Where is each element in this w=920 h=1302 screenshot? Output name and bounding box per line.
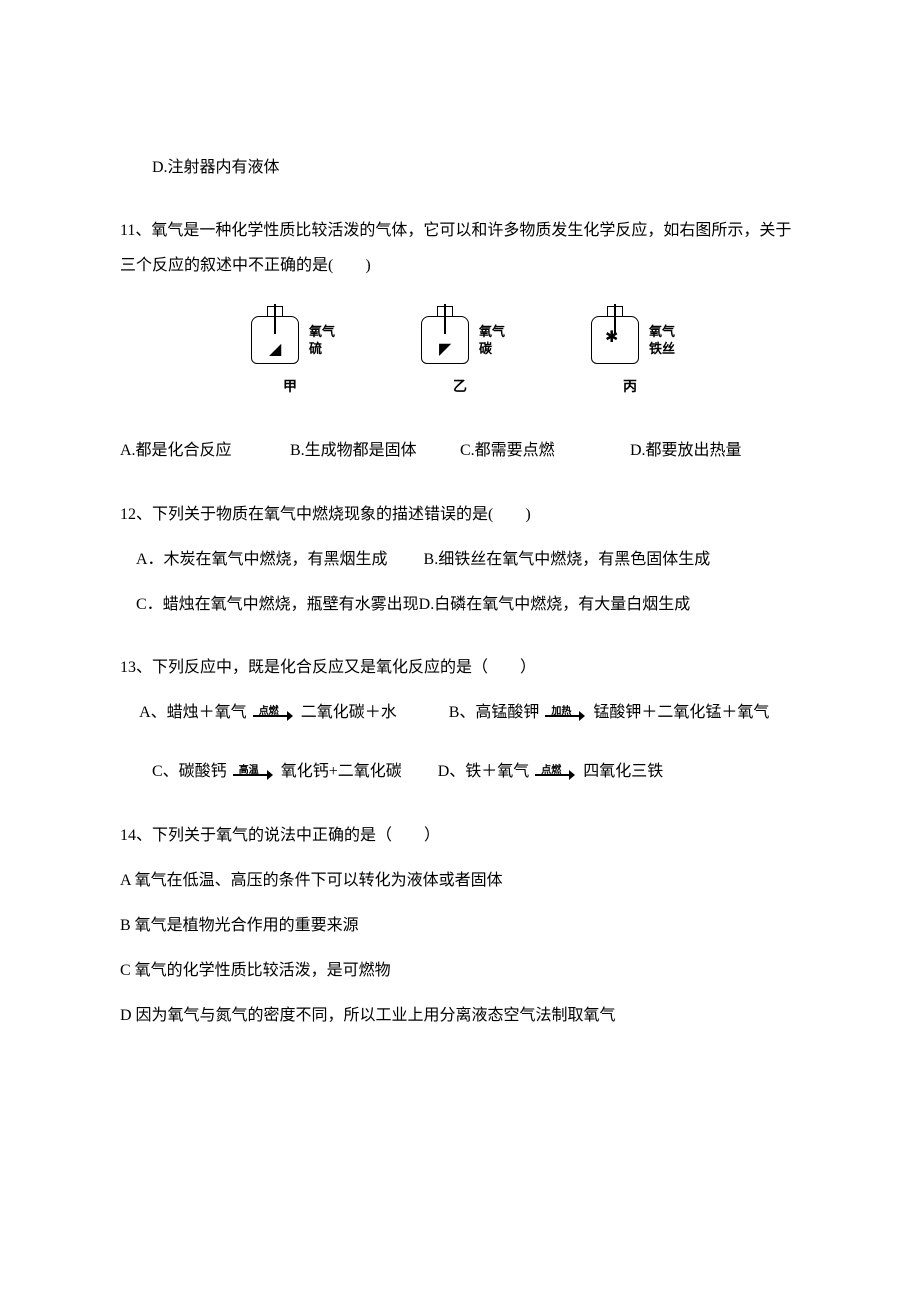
q13-d-left: D、铁＋氧气 [406,763,530,780]
diagram-yi: ◤ 氧气 碳 乙 [415,314,505,404]
q14-c: C 氧气的化学性质比较活泼，是可燃物 [120,953,800,988]
arrow-hightemp-icon: 高温 [233,764,275,782]
q13-d-right: 四氧化三铁 [583,763,663,780]
question-14-stem: 14、下列关于氧气的说法中正确的是（ ） [120,818,800,853]
question-12-stem: 12、下列关于物质在氧气中燃烧现象的描述错误的是( ) [120,497,800,532]
sparks-icon: ✱ [605,330,618,346]
q11-options: A.都是化合反应 B.生成物都是固体 C.都需要点燃 D.都要放出热量 [120,433,800,468]
q14-d: D 因为氧气与氮气的密度不同，所以工业上用分离液态空气法制取氧气 [120,998,800,1033]
option-d-previous: D.注射器内有液体 [120,150,800,185]
q11-opt-c: C.都需要点燃 [460,433,630,468]
diagram-bing-caption: 丙 [623,373,637,404]
diagram-jia: ◢ 氧气 硫 甲 [245,314,335,404]
q13-a-right: 二氧化碳＋水 [301,704,397,721]
question-13-stem: 13、下列反应中，既是化合反应又是氧化反应的是（ ） [120,650,800,685]
diagram-bing: ✱ 氧气 铁丝 丙 [585,314,675,404]
diagram-row: ◢ 氧气 硫 甲 ◤ 氧气 碳 乙 [120,314,800,404]
arrow-ignite-icon: 点燃 [253,705,295,723]
diagram-jia-caption: 甲 [283,373,297,404]
diagram-yi-top: 氧气 [479,324,505,341]
arrow-heat-icon: 加热 [545,705,587,723]
q13-row-ab: A、蜡烛＋氧气 点燃 二氧化碳＋水 B、高锰酸钾 加热 锰酸钾＋二氧化锰＋氧气 [120,695,800,730]
q13-c-left: C、碳酸钙 [120,763,227,780]
bottle-yi: ◤ [415,314,475,369]
bottle-jia: ◢ [245,314,305,369]
q13-b-right: 锰酸钾＋二氧化锰＋氧气 [593,704,769,721]
q11-opt-d: D.都要放出热量 [630,433,800,468]
q13-a-left: A、蜡烛＋氧气 [120,704,247,721]
diagram-jia-bottom: 硫 [309,341,335,358]
diagram-bing-labels: 氧气 铁丝 [649,324,675,358]
diagram-yi-bottom: 碳 [479,341,505,358]
diagram-yi-labels: 氧气 碳 [479,324,505,358]
q12-line1: A．木炭在氧气中燃烧，有黑烟生成 B.细铁丝在氧气中燃烧，有黑色固体生成 [120,542,800,577]
question-11-stem: 11、氧气是一种化学性质比较活泼的气体，它可以和许多物质发生化学反应，如右图所示… [120,213,800,283]
q13-row-cd: C、碳酸钙 高温 氧化钙+二氧化碳 D、铁＋氧气 点燃 四氧化三铁 [120,754,800,789]
q11-opt-b: B.生成物都是固体 [290,433,460,468]
q13-c-arrow-label: 高温 [239,760,259,782]
bottle-bing: ✱ [585,314,645,369]
q14-a: A 氧气在低温、高压的条件下可以转化为液体或者固体 [120,863,800,898]
diagram-bing-bottom: 铁丝 [649,341,675,358]
q13-b-arrow-label: 加热 [551,701,571,723]
q14-b: B 氧气是植物光合作用的重要来源 [120,908,800,943]
diagram-bing-top: 氧气 [649,324,675,341]
q13-b-left: B、高锰酸钾 [401,704,540,721]
q13-d-arrow-label: 点燃 [541,760,561,782]
diagram-jia-labels: 氧气 硫 [309,324,335,358]
arrow-ignite2-icon: 点燃 [535,764,577,782]
q13-a-arrow-label: 点燃 [259,701,279,723]
q13-c-right: 氧化钙+二氧化碳 [281,763,402,780]
q11-opt-a: A.都是化合反应 [120,433,290,468]
diagram-yi-caption: 乙 [453,373,467,404]
diagram-jia-top: 氧气 [309,324,335,341]
q12-line2: C．蜡烛在氧气中燃烧，瓶壁有水雾出现D.白磷在氧气中燃烧，有大量白烟生成 [120,587,800,622]
